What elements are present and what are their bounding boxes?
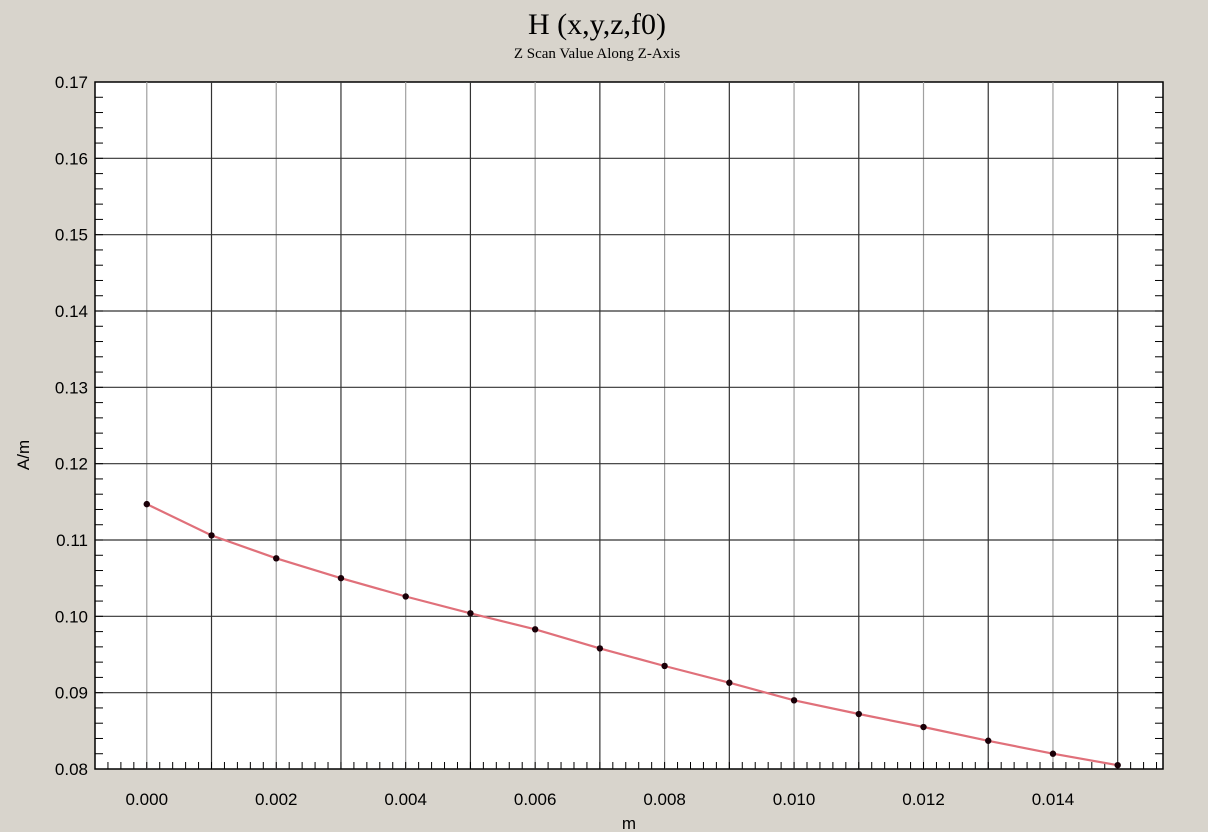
data-point [467,610,474,617]
y-tick-label: 0.16 [55,149,88,168]
y-tick-label: 0.09 [55,684,88,703]
data-point [920,723,927,731]
data-point [402,593,409,600]
y-tick-label: 0.15 [55,226,88,245]
y-tick-label: 0.17 [55,73,88,92]
x-tick-label: 0.004 [384,790,427,809]
x-tick-label: 0.006 [514,790,557,809]
grid-lines [95,82,1163,769]
data-point [208,532,215,539]
minor-ticks [94,81,1163,770]
y-tick-label: 0.11 [56,531,88,550]
data-point [855,710,862,718]
x-tick-label: 0.012 [902,790,945,809]
y-tick-label: 0.08 [55,760,88,779]
plot-area [94,81,1164,770]
x-tick-label: 0.000 [126,790,169,809]
data-point [1049,750,1057,757]
data-point [596,645,604,652]
series-layer [143,500,1121,769]
series-line [146,503,1118,767]
x-tick-label: 0.008 [643,790,686,809]
tick-labels: 0.08 0.09 0.10 0.11 0.12 0.13 0.14 0.15 0.16 0.17… [55,73,1074,809]
data-point [531,626,539,633]
x-tick-label: 0.014 [1032,790,1075,809]
data-point [337,574,345,582]
y-tick-label: 0.10 [55,607,88,626]
data-point [143,500,150,508]
x-tick-label: 0.010 [773,790,816,809]
data-point [661,662,668,670]
y-tick-label: 0.12 [55,455,88,474]
data-point [790,697,798,704]
data-point [726,679,733,686]
y-tick-label: 0.14 [55,302,88,321]
y-axis-label: A/m [14,440,33,470]
x-tick-label: 0.002 [255,790,298,809]
data-point [273,555,280,562]
data-point [1114,761,1121,769]
chart-title: H (x,y,z,f0) [528,8,666,41]
x-axis-label: m [622,814,636,832]
chart-subtitle: Z Scan Value Along Z-Axis [514,46,681,62]
data-point [985,737,992,744]
y-tick-label: 0.13 [55,378,88,397]
